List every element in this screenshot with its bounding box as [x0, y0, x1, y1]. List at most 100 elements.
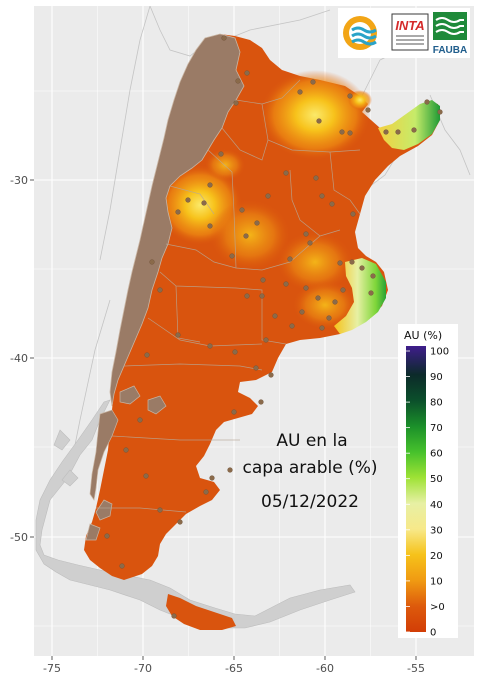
station-marker — [260, 277, 266, 283]
x-tick-label: -70 — [134, 662, 152, 675]
station-marker — [297, 89, 303, 95]
province-boundaries — [96, 79, 361, 513]
station-marker — [177, 519, 183, 525]
y-tick-label: -50 — [10, 531, 28, 544]
map-date: 05/12/2022 — [261, 492, 359, 512]
station-marker — [337, 260, 343, 266]
station-marker — [157, 287, 163, 293]
station-marker — [104, 533, 110, 539]
station-marker — [350, 211, 356, 217]
station-marker — [209, 475, 215, 481]
station-marker — [235, 78, 241, 84]
inta-logo: INTA — [391, 13, 429, 51]
station-marker — [411, 127, 417, 133]
inta-logo-text: INTA — [395, 18, 424, 33]
station-marker — [207, 223, 213, 229]
station-marker — [149, 259, 155, 265]
station-marker — [221, 35, 227, 41]
water-agency-logo — [343, 16, 377, 50]
station-marker — [303, 285, 309, 291]
station-marker — [326, 315, 332, 321]
station-marker — [287, 256, 293, 262]
map-title-line-1: AU en la — [276, 431, 347, 451]
station-marker — [319, 193, 325, 199]
station-marker — [231, 409, 237, 415]
station-marker — [347, 93, 353, 99]
fauba-logo: FAUBA — [433, 12, 467, 56]
legend-title: AU (%) — [404, 329, 442, 342]
station-marker — [307, 240, 313, 246]
y-tick-label: -30 — [10, 174, 28, 187]
station-marker — [368, 290, 374, 296]
station-marker — [299, 309, 305, 315]
station-marker — [185, 197, 191, 203]
legend-label: 10 — [430, 576, 443, 587]
legend-label: 60 — [430, 449, 443, 460]
legend-label: >0 — [430, 602, 445, 613]
station-marker — [253, 365, 259, 371]
chile-coast — [35, 399, 356, 629]
station-marker — [283, 281, 289, 287]
station-marker — [218, 151, 224, 157]
station-marker — [259, 293, 265, 299]
legend-label: 100 — [430, 347, 449, 358]
station-marker — [340, 287, 346, 293]
y-axis — [30, 179, 34, 538]
station-marker — [303, 231, 309, 237]
fauba-logo-text: FAUBA — [433, 45, 467, 56]
station-marker — [203, 489, 209, 495]
station-marker — [171, 613, 177, 619]
station-marker — [359, 265, 365, 271]
legend-label: 0 — [430, 628, 436, 639]
x-tick-label: -55 — [407, 662, 425, 675]
station-marker — [243, 233, 249, 239]
station-marker — [424, 99, 430, 105]
legend: AU (%) 100 90 80 70 60 50 40 30 20 10 >0 0 — [398, 324, 458, 639]
legend-color-bar — [406, 346, 426, 632]
weather-stations — [104, 35, 443, 619]
legend-label: 40 — [430, 500, 443, 511]
moisture-hotspots — [158, 70, 372, 329]
station-marker — [201, 200, 207, 206]
y-tick-label: -40 — [10, 352, 28, 365]
station-marker — [319, 325, 325, 331]
station-marker — [347, 130, 353, 136]
legend-label: 80 — [430, 398, 443, 409]
station-marker — [339, 129, 345, 135]
station-marker — [207, 343, 213, 349]
x-tick-label: -75 — [43, 662, 61, 675]
northeast-wet-strip — [378, 100, 440, 150]
station-marker — [365, 107, 371, 113]
station-marker — [157, 507, 163, 513]
station-marker — [283, 170, 289, 176]
station-marker — [244, 293, 250, 299]
station-marker — [263, 337, 269, 343]
legend-label: 30 — [430, 525, 443, 536]
station-marker — [175, 332, 181, 338]
station-marker — [229, 253, 235, 259]
station-marker — [315, 295, 321, 301]
station-marker — [227, 467, 233, 473]
station-marker — [332, 299, 338, 305]
station-marker — [265, 193, 271, 199]
station-marker — [258, 399, 264, 405]
tierra-del-fuego — [166, 594, 236, 630]
station-marker — [144, 352, 150, 358]
map-title-line-2: capa arable (%) — [243, 458, 378, 478]
x-axis — [51, 656, 417, 660]
station-marker — [244, 70, 250, 76]
legend-label: 90 — [430, 372, 443, 383]
legend-label: 50 — [430, 474, 443, 485]
station-marker — [437, 109, 443, 115]
andes-mask — [109, 33, 245, 407]
station-marker — [349, 259, 355, 265]
station-marker — [119, 563, 125, 569]
station-marker — [123, 447, 129, 453]
station-marker — [310, 79, 316, 85]
x-tick-label: -65 — [225, 662, 243, 675]
station-marker — [207, 182, 213, 188]
station-marker — [254, 220, 260, 226]
station-marker — [232, 349, 238, 355]
x-tick-label: -60 — [316, 662, 334, 675]
